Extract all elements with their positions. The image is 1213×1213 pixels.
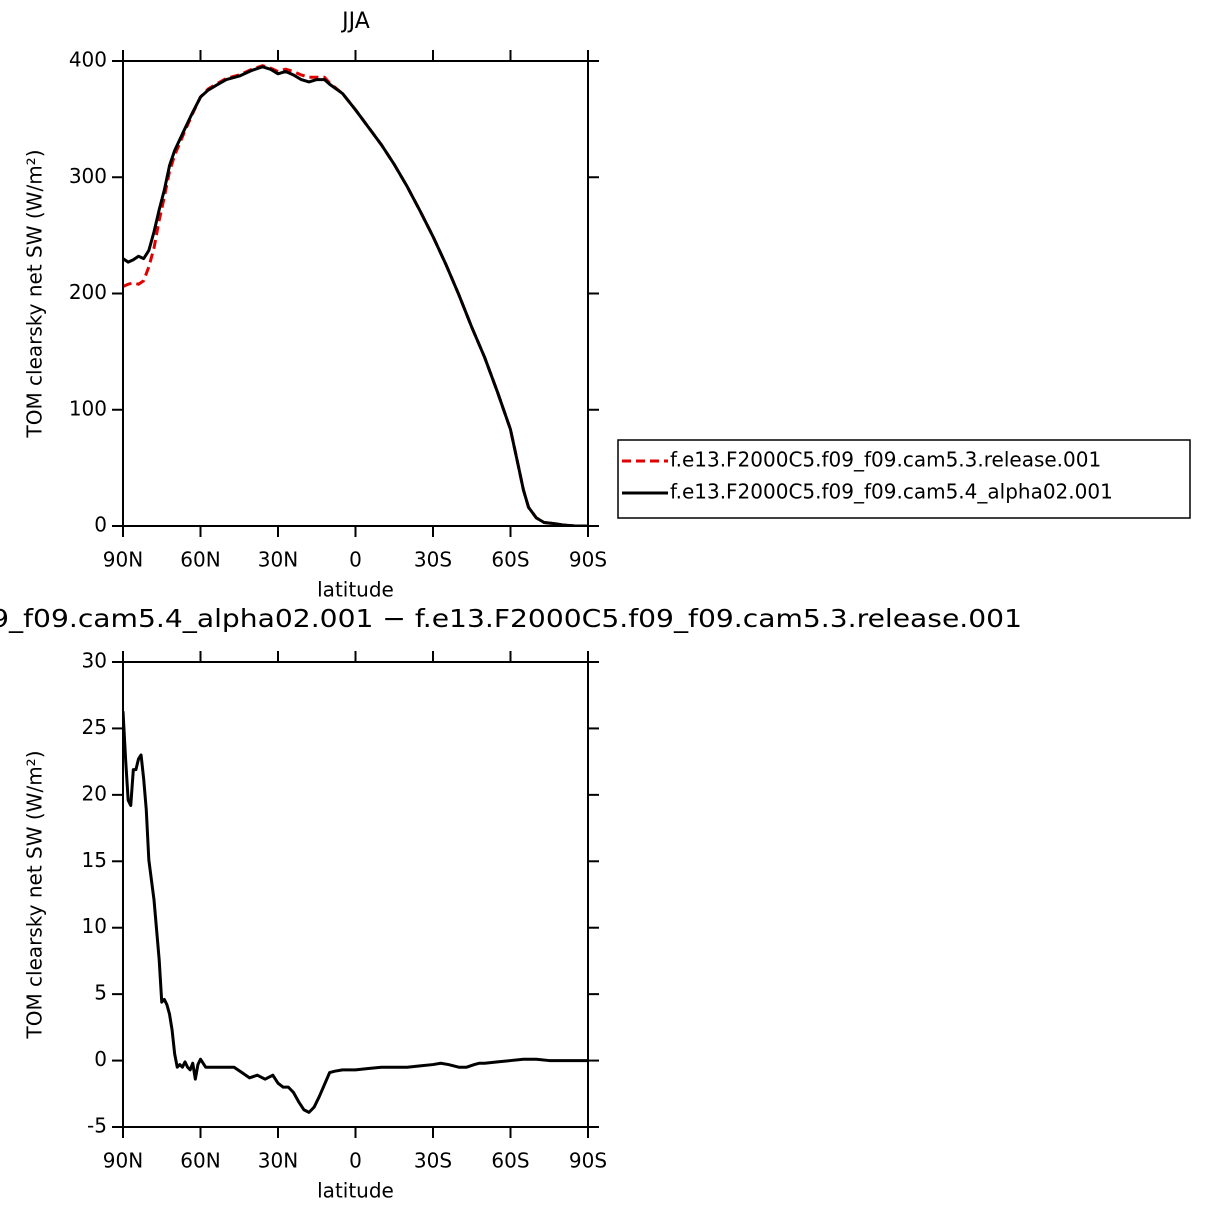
- x-tick-label: 60N: [180, 1149, 220, 1173]
- data-line: [123, 64, 588, 526]
- x-tick-label: 30N: [258, 548, 298, 572]
- x-tick-label: 60S: [491, 1149, 529, 1173]
- legend-label: f.e13.F2000C5.f09_f09.cam5.4_alpha02.001: [670, 480, 1113, 504]
- x-axis-label: latitude: [317, 1179, 394, 1203]
- legend: f.e13.F2000C5.f09_f09.cam5.3.release.001…: [617, 439, 1191, 519]
- x-tick-label: 30S: [414, 548, 452, 572]
- chart-title: JJA: [340, 9, 370, 34]
- x-tick-label: 90N: [103, 1149, 143, 1173]
- y-tick-label: 0: [94, 513, 107, 537]
- x-tick-label: 30S: [414, 1149, 452, 1173]
- y-tick-label: 25: [82, 715, 107, 739]
- data-line: [123, 65, 588, 526]
- x-tick-label: 30N: [258, 1149, 298, 1173]
- y-tick-label: 15: [82, 848, 107, 872]
- y-tick-label: 30: [82, 649, 107, 673]
- lines: [123, 64, 588, 526]
- plot-frame: [122, 60, 589, 527]
- y-tick-label: -5: [87, 1114, 107, 1138]
- data-line: [123, 711, 588, 1114]
- y-axis-label: TOM clearsky net SW (W/m²): [23, 750, 47, 1039]
- x-tick-label: 0: [349, 548, 362, 572]
- y-tick-label: 20: [82, 781, 107, 805]
- x-tick-label: 0: [349, 1149, 362, 1173]
- y-tick-label: 100: [69, 396, 107, 420]
- legend-box: [617, 439, 1191, 519]
- y-tick-label: 300: [69, 164, 107, 188]
- x-tick-label: 90S: [569, 548, 607, 572]
- y-tick-label: 10: [82, 914, 107, 938]
- legend-label: f.e13.F2000C5.f09_f09.cam5.3.release.001: [670, 448, 1101, 472]
- chart-title: f.e13.F2000C5.f09_f09.cam5.4_alpha02.001…: [0, 604, 1022, 633]
- x-tick-label: 90N: [103, 548, 143, 572]
- lines: [123, 711, 588, 1114]
- y-axis-label: TOM clearsky net SW (W/m²): [23, 149, 47, 438]
- x-tick-label: 60N: [180, 548, 220, 572]
- panel: f.e13.F2000C5.f09_f09.cam5.4_alpha02.001…: [0, 604, 1022, 1203]
- y-tick-label: 0: [94, 1047, 107, 1071]
- x-axis-label: latitude: [317, 578, 394, 602]
- x-tick-label: 90S: [569, 1149, 607, 1173]
- x-tick-label: 60S: [491, 548, 529, 572]
- plot-frame: [122, 661, 589, 1128]
- y-tick-label: 5: [94, 981, 107, 1005]
- panel: JJA 0 100 200 300 400 90N 60N 30N 0 30S 60S 90S latit…: [23, 9, 1191, 602]
- y-tick-label: 200: [69, 280, 107, 304]
- y-tick-label: 400: [69, 48, 107, 72]
